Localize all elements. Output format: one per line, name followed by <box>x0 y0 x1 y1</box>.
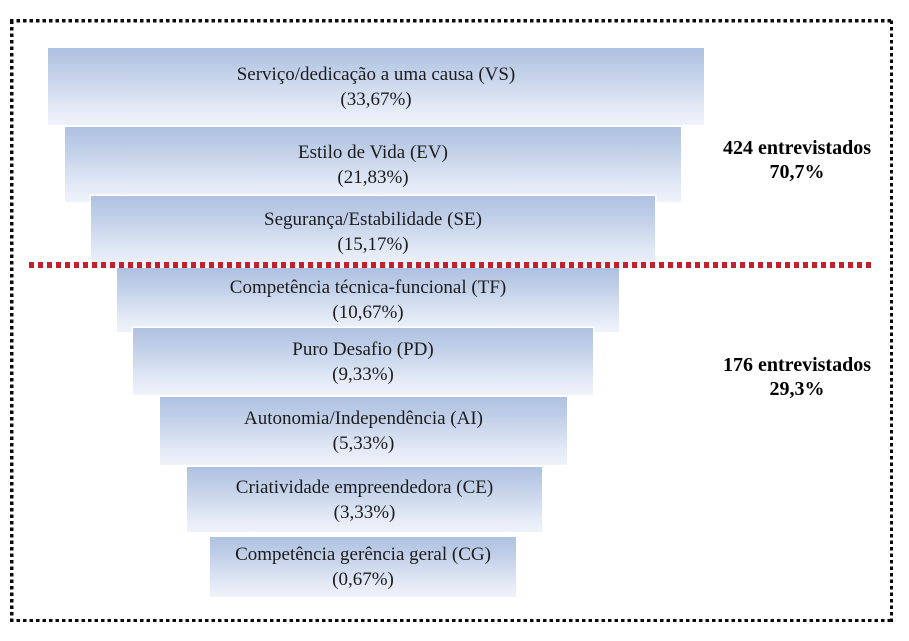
bar-percent: (33,67%) <box>340 88 412 110</box>
bar-label: Estilo de Vida (EV) <box>298 141 448 163</box>
funnel-bar-ai: Autonomia/Independência (AI) (5,33%) <box>160 397 567 465</box>
bar-percent: (15,17%) <box>337 234 409 255</box>
annotation-percent: 70,7% <box>769 161 825 183</box>
bar-label: Serviço/dedicação a uma causa (VS) <box>236 63 516 85</box>
funnel-bar-cg: Competência gerência geral (CG) (0,67%) <box>210 537 516 597</box>
funnel-bar-vs: Serviço/dedicação a uma causa (VS) (33,6… <box>48 48 704 125</box>
annotation-upper-group: 424 entrevistados 70,7% <box>697 136 897 184</box>
bar-percent: (9,33%) <box>332 363 394 385</box>
annotation-lower-group: 176 entrevistados 29,3% <box>697 353 897 401</box>
bar-label: Segurança/Estabilidade (SE) <box>264 209 482 230</box>
bar-percent: (10,67%) <box>332 302 404 323</box>
annotation-count: 176 entrevistados <box>723 354 871 376</box>
bar-label: Competência técnica-funcional (TF) <box>229 277 507 298</box>
bar-label: Autonomia/Independência (AI) <box>244 408 483 429</box>
funnel-bar-ce: Criatividade empreendedora (CE) (3,33%) <box>187 467 542 532</box>
funnel-bar-pd: Puro Desafio (PD) (9,33%) <box>133 328 593 395</box>
annotation-percent: 29,3% <box>769 378 825 400</box>
funnel-bar-se: Segurança/Estabilidade (SE) (15,17%) <box>91 196 655 268</box>
bar-percent: (5,33%) <box>332 433 395 454</box>
bar-percent: (0,67%) <box>332 569 394 590</box>
funnel-bar-tf: Competência técnica-funcional (TF) (10,6… <box>117 268 619 332</box>
bar-percent: (21,83%) <box>337 166 409 188</box>
bar-percent: (3,33%) <box>333 501 396 523</box>
funnel-bar-ev: Estilo de Vida (EV) (21,83%) <box>65 127 681 202</box>
cutoff-dashed-line <box>29 262 875 268</box>
annotation-count: 424 entrevistados <box>723 137 871 159</box>
bar-label: Puro Desafio (PD) <box>292 338 434 360</box>
bar-label: Criatividade empreendedora (CE) <box>235 476 494 498</box>
bar-label: Competência gerência geral (CG) <box>235 544 491 565</box>
